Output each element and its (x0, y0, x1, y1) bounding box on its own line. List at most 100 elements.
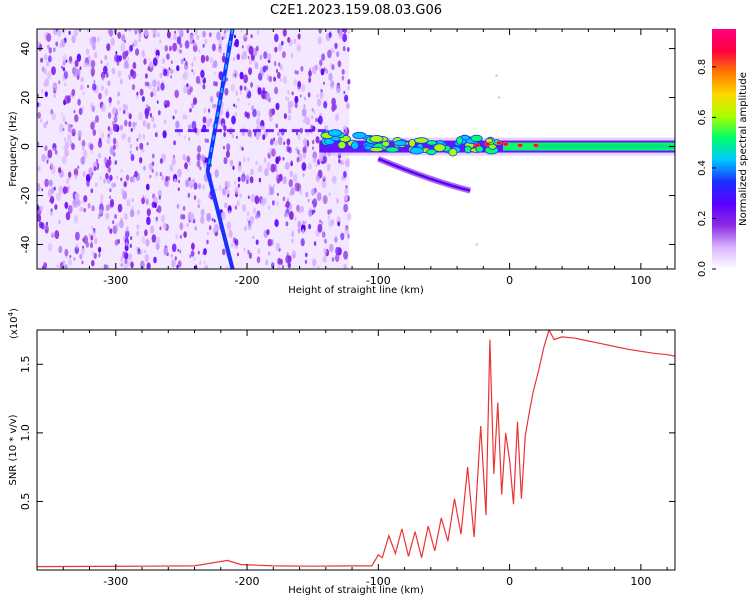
noise-speckle (206, 138, 209, 143)
noise-speckle (128, 74, 132, 80)
noise-speckle (289, 170, 294, 178)
noise-speckle (77, 165, 80, 169)
noise-speckle (312, 157, 317, 164)
noise-speckle (216, 31, 221, 41)
noise-speckle (130, 69, 135, 77)
noise-speckle (249, 176, 254, 184)
noise-speckle (97, 140, 103, 148)
noise-speckle (271, 262, 275, 269)
noise-speckle (136, 91, 139, 96)
noise-speckle (282, 265, 284, 269)
noise-speckle (73, 257, 76, 261)
noise-speckle (285, 200, 290, 209)
noise-speckle (105, 204, 110, 211)
noise-speckle (124, 213, 128, 220)
band-blob (426, 140, 438, 146)
noise-speckle (223, 52, 225, 56)
noise-speckle (301, 162, 307, 171)
noise-speckle (184, 135, 187, 139)
noise-speckle (86, 180, 90, 187)
noise-speckle (100, 132, 105, 139)
noise-speckle (51, 66, 56, 76)
noise-speckle (128, 121, 132, 128)
noise-speckle (168, 67, 171, 71)
spectrogram-x-tick-label: -300 (103, 274, 128, 287)
noise-speckle (90, 67, 96, 77)
noise-speckle (235, 90, 239, 96)
noise-speckle (255, 132, 260, 140)
noise-speckle (235, 104, 238, 109)
band-blob (350, 141, 359, 150)
noise-speckle (218, 184, 222, 191)
noise-speckle (215, 227, 218, 232)
noise-speckle (296, 204, 300, 212)
noise-speckle (171, 157, 176, 166)
noise-speckle (146, 262, 151, 269)
noise-speckle (74, 192, 80, 202)
noise-speckle (196, 34, 200, 41)
noise-speckle (322, 195, 328, 205)
noise-speckle (345, 158, 350, 168)
noise-speckle (317, 223, 323, 233)
noise-speckle (151, 234, 157, 243)
noise-speckle (125, 242, 128, 247)
noise-speckle (241, 54, 244, 60)
noise-speckle (203, 107, 207, 114)
band-blob (369, 135, 384, 143)
noise-speckle (88, 233, 91, 237)
noise-speckle (169, 36, 172, 41)
noise-speckle (182, 206, 186, 211)
noise-speckle (285, 221, 289, 227)
noise-speckle (144, 29, 149, 37)
spectrogram-y-ticks: -40 -20 0 20 40 (19, 42, 675, 253)
noise-speckle (213, 71, 216, 76)
noise-speckle (121, 188, 125, 195)
noise-speckle (73, 168, 79, 177)
noise-speckle (124, 258, 128, 265)
noise-speckle (293, 79, 297, 86)
noise-speckle (129, 143, 133, 149)
noise-speckle (92, 36, 97, 44)
noise-speckle (90, 235, 94, 241)
noise-speckle (157, 205, 162, 214)
spectrogram-x-label: Height of straight line (km) (288, 285, 424, 296)
noise-speckle (265, 259, 269, 266)
noise-speckle (323, 101, 328, 109)
noise-speckle (172, 69, 175, 74)
noise-speckle (104, 88, 109, 96)
noise-speckle (116, 175, 119, 180)
noise-speckle (163, 68, 168, 77)
noise-speckle (71, 128, 76, 137)
colorbar-tick-label: 0.4 (697, 160, 708, 176)
noise-speckle (343, 129, 346, 133)
noise-speckle (66, 122, 69, 126)
noise-speckle (197, 145, 202, 153)
noise-speckle (275, 102, 280, 111)
noise-speckle (336, 84, 341, 94)
noise-speckle (339, 29, 343, 37)
noise-speckle (90, 241, 93, 246)
noise-speckle (196, 160, 201, 168)
noise-speckle (230, 83, 235, 92)
noise-speckle (258, 164, 263, 173)
noise-speckle (117, 203, 123, 213)
noise-speckle (92, 43, 96, 51)
noise-speckle (142, 120, 147, 127)
noise-speckle (212, 80, 216, 87)
noise-speckle (57, 29, 62, 37)
noise-speckle (277, 192, 279, 197)
noise-speckle (256, 210, 261, 219)
noise-speckle (244, 226, 247, 232)
spectrogram-x-tick-label: 0 (506, 274, 513, 287)
noise-speckle (337, 60, 342, 68)
noise-speckle (81, 139, 86, 147)
noise-speckle (111, 182, 115, 188)
band-hotspot (473, 143, 480, 148)
noise-speckle (155, 49, 160, 58)
noise-speckle (164, 45, 168, 52)
noise-speckle (117, 239, 120, 244)
noise-speckle (290, 53, 294, 59)
noise-speckle (344, 194, 348, 202)
noise-speckle (51, 231, 54, 236)
noise-speckle (130, 154, 135, 162)
